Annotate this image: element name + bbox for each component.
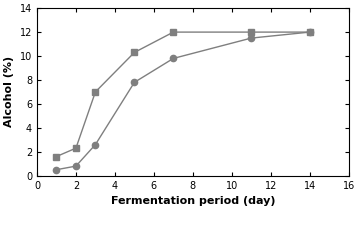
Y-axis label: Alcohol (%): Alcohol (%) [4, 56, 14, 127]
X-axis label: Fermentation period (day): Fermentation period (day) [111, 196, 275, 206]
